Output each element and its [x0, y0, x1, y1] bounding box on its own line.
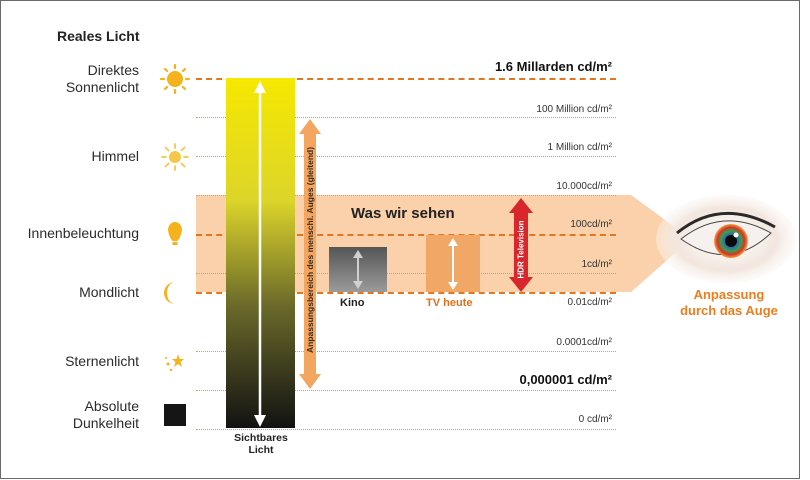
- star-icon: [165, 354, 184, 372]
- kino-label: Kino: [340, 297, 365, 309]
- level-label-0: 1.6 Millarden cd/m²: [494, 59, 612, 74]
- level-line-3: [196, 195, 616, 196]
- category-label-direct-sun: Direktes Sonnenlicht: [65, 62, 139, 95]
- sun-icon: [159, 63, 191, 95]
- visible-light-label: Sichtbares Licht: [234, 432, 288, 456]
- category-label-indoor: Innenbeleuchtung: [27, 225, 139, 241]
- category-label-stars: Sternenlicht: [65, 353, 139, 369]
- level-label-6: 0.01cd/m²: [567, 297, 612, 308]
- level-line-0: [196, 78, 616, 80]
- tv-label: TV heute: [426, 297, 473, 309]
- category-label-sky: Himmel: [91, 148, 139, 164]
- moon-icon: [164, 282, 175, 304]
- level-line-2: [196, 156, 616, 157]
- level-label-8: 0,000001 cd/m²: [519, 372, 612, 387]
- seen-band-label: Was wir sehen: [351, 205, 455, 222]
- level-line-6: [196, 292, 616, 294]
- dark-square-icon: [164, 404, 186, 426]
- level-label-9: 0 cd/m²: [578, 414, 612, 425]
- sky-sun-icon: [161, 143, 189, 171]
- level-label-7: 0.0001cd/m²: [556, 337, 612, 348]
- level-line-7: [196, 351, 616, 352]
- level-label-5: 1cd/m²: [581, 259, 612, 270]
- eye-label: Anpassung durch das Auge: [680, 287, 778, 318]
- category-label-darkness: Absolute Dunkelheit: [72, 398, 139, 431]
- level-label-1: 100 Million cd/m²: [536, 104, 612, 115]
- level-label-3: 10.000cd/m²: [556, 181, 612, 192]
- level-label-4: 100cd/m²: [570, 219, 612, 230]
- bulb-icon: [168, 222, 182, 245]
- diagram-title: Reales Licht: [57, 28, 140, 44]
- category-label-moon: Mondlicht: [79, 284, 139, 300]
- level-line-4: [196, 234, 616, 236]
- level-label-2: 1 Million cd/m²: [547, 142, 612, 153]
- level-line-1: [196, 117, 616, 118]
- level-line-9: [196, 429, 616, 430]
- level-line-8: [196, 390, 616, 391]
- level-line-5: [196, 273, 616, 274]
